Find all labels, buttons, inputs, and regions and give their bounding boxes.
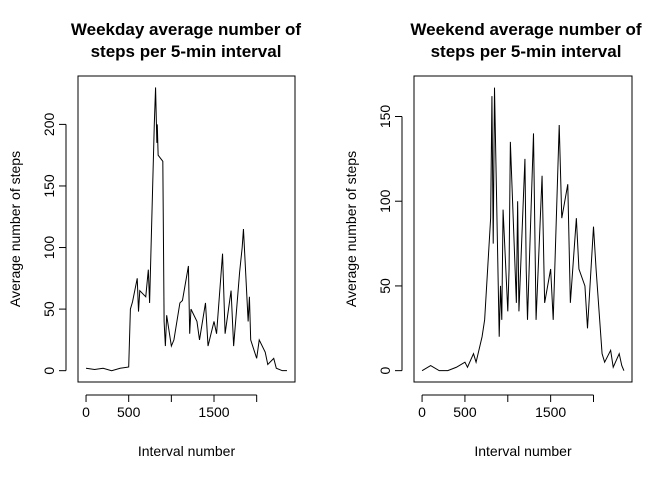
y-tick-label: 100 — [377, 189, 393, 213]
x-axis-label: Interval number — [474, 443, 572, 459]
chart-title: steps per 5-min interval — [91, 42, 282, 61]
y-tick-label: 200 — [41, 113, 57, 137]
y-axis-label: Average number of steps — [7, 151, 23, 307]
y-tick-label: 50 — [41, 301, 57, 317]
x-tick-label: 500 — [117, 404, 141, 420]
data-line — [85, 87, 287, 372]
x-tick-label: 0 — [418, 404, 426, 420]
y-tick-label: 0 — [377, 367, 393, 375]
x-axis-label: Interval number — [138, 443, 236, 459]
y-axis-label: Average number of steps — [343, 151, 359, 307]
chart-title: steps per 5-min interval — [431, 42, 622, 61]
x-tick-label: 1500 — [198, 404, 229, 420]
y-tick-label: 50 — [377, 278, 393, 294]
y-tick-label: 150 — [41, 174, 57, 198]
y-tick-label: 0 — [41, 367, 57, 375]
chart-title: Weekday average number of — [71, 20, 302, 39]
chart-title: Weekend average number of — [410, 20, 641, 39]
plot-frame — [413, 75, 633, 383]
x-tick-label: 1500 — [535, 404, 566, 420]
x-tick-label: 500 — [453, 404, 477, 420]
y-tick-label: 150 — [377, 105, 393, 129]
x-tick-label: 0 — [82, 404, 90, 420]
data-line — [421, 87, 625, 372]
y-tick-label: 100 — [41, 236, 57, 260]
plot-frame — [77, 75, 296, 383]
